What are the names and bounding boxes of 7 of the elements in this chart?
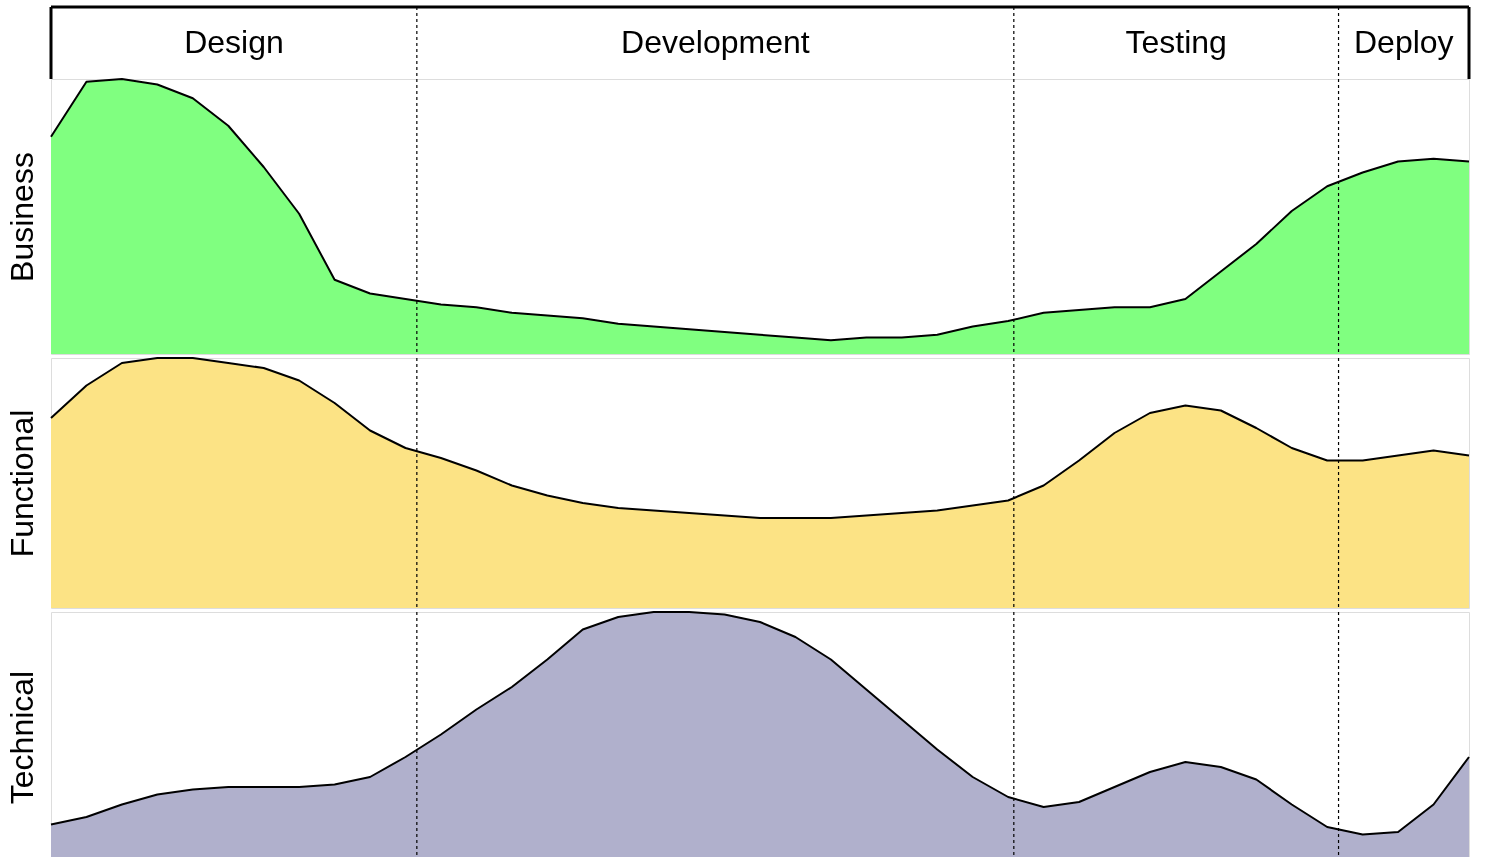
text: Testing: [1125, 24, 1227, 60]
text: Design: [184, 24, 284, 60]
text: Deploy: [1353, 24, 1454, 60]
text: Development: [621, 24, 810, 60]
y-axis-title: Technical: [3, 670, 40, 805]
y-axis-title: Business: [3, 152, 40, 282]
y-axis-title: Functional: [3, 409, 40, 558]
